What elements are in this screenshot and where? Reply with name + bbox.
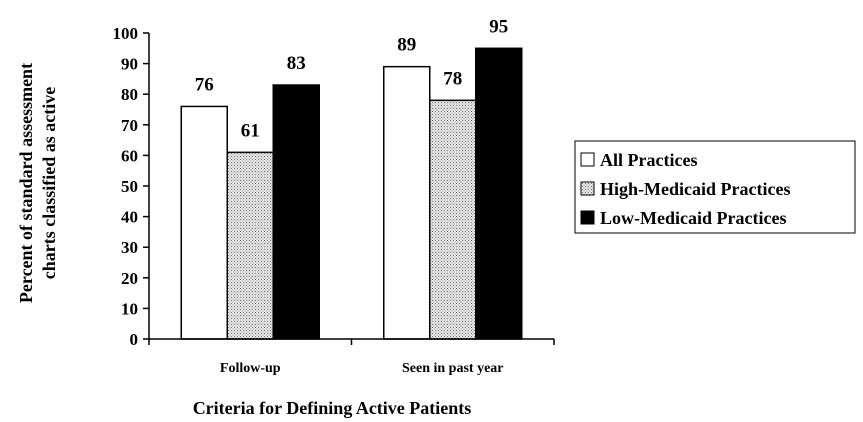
legend-box <box>574 140 856 234</box>
legend-swatch <box>580 181 595 196</box>
y-tick-label: 50 <box>121 177 138 196</box>
y-tick-label: 10 <box>121 299 138 318</box>
bar <box>226 151 274 340</box>
bar <box>475 47 523 340</box>
x-tick-label: Seen in past year <box>402 361 504 376</box>
legend-label: High-Medicaid Practices <box>600 179 790 199</box>
y-tick-label: 90 <box>121 55 138 74</box>
data-label: 78 <box>443 68 462 89</box>
y-tick-label: 20 <box>121 269 138 288</box>
bar <box>429 99 477 340</box>
bar <box>272 84 320 340</box>
y-tick-label: 0 <box>130 330 139 349</box>
data-label: 76 <box>195 74 214 95</box>
legend-label: All Practices <box>600 150 697 170</box>
y-tick-label: 100 <box>113 24 139 43</box>
legend-label: Low-Medicaid Practices <box>600 208 786 228</box>
legend-swatch <box>580 152 595 167</box>
bar <box>383 65 431 340</box>
y-axis-title-line-1: Percent of standard assessment <box>16 63 36 303</box>
legend-swatch <box>580 210 595 225</box>
x-tick-label: Follow-up <box>220 361 281 376</box>
data-label: 83 <box>287 53 306 74</box>
y-tick-label: 60 <box>121 146 138 165</box>
data-label: 89 <box>397 35 416 56</box>
bar <box>180 105 228 340</box>
data-label: 61 <box>241 120 260 141</box>
legend: All Practices High-Medicaid Practices Low-… <box>574 140 856 234</box>
x-axis: Follow-up Seen in past year <box>148 338 555 376</box>
y-axis-title-line-2: charts classified as active <box>39 87 59 279</box>
y-tick-label: 40 <box>121 208 138 227</box>
y-tick-label: 70 <box>121 116 138 135</box>
data-label: 95 <box>489 16 508 37</box>
y-axis: 0 10 20 30 40 50 60 70 80 90 100 <box>113 24 150 349</box>
bars-group <box>180 47 523 340</box>
y-tick-label: 30 <box>121 238 138 257</box>
y-tick-label: 80 <box>121 85 138 104</box>
data-labels-group: 76 61 83 89 78 95 <box>195 16 509 141</box>
x-axis-title: Criteria for Defining Active Patients <box>193 398 472 418</box>
